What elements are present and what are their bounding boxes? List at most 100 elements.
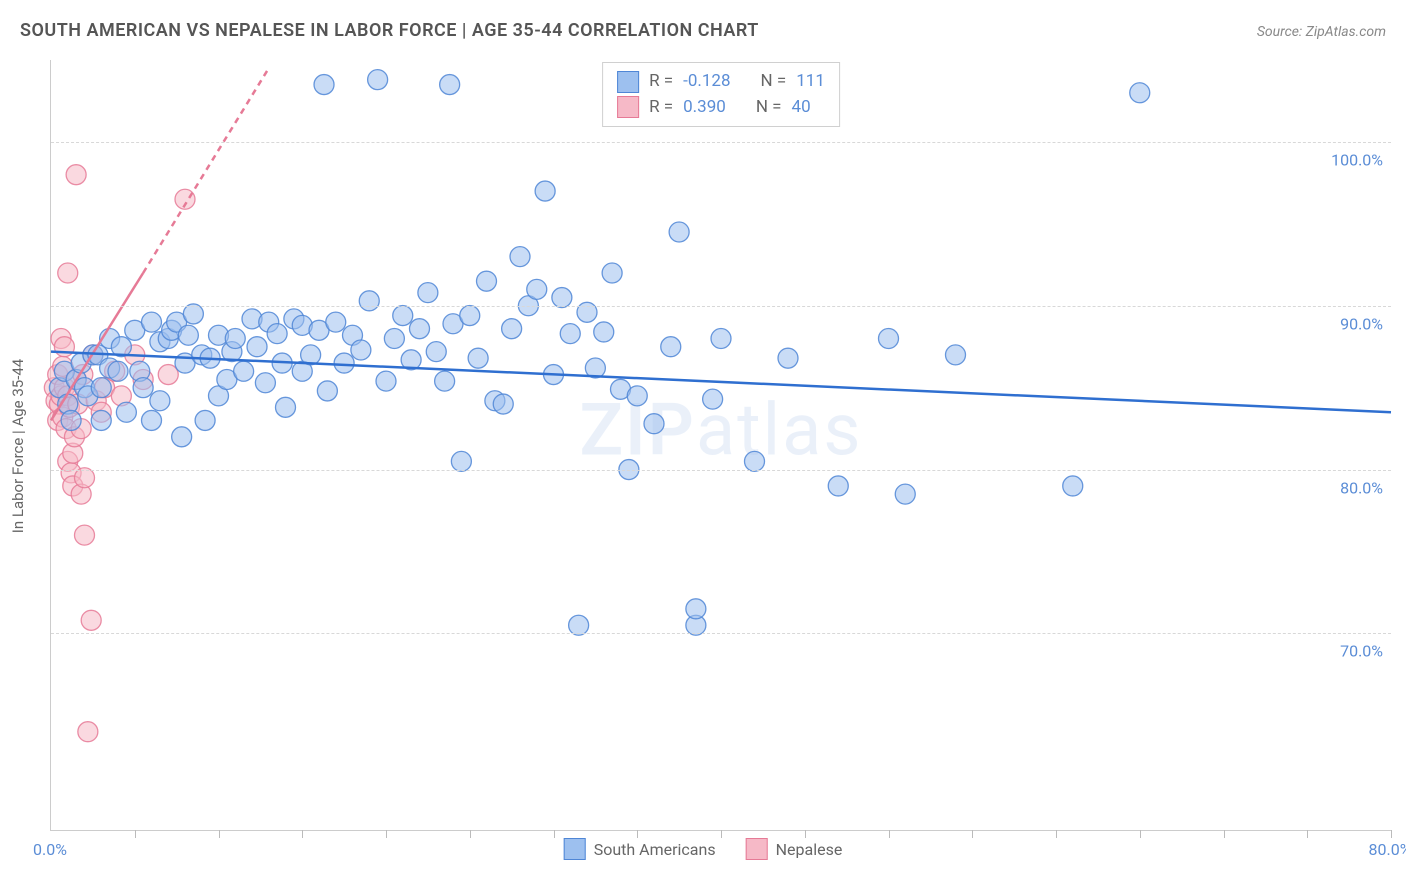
xtick	[805, 830, 806, 838]
data-point	[81, 610, 101, 630]
legend-item-south: South Americans	[564, 838, 716, 860]
data-point	[91, 410, 111, 430]
xtick	[721, 830, 722, 838]
xtick	[470, 830, 471, 838]
data-point	[326, 312, 346, 332]
ytick-label: 90.0%	[1340, 314, 1383, 333]
plot-area: ZIPatlas R = -0.128 N = 111 R = 0.390 N …	[50, 60, 1391, 831]
source-label: Source: ZipAtlas.com	[1257, 24, 1386, 40]
data-point	[440, 75, 460, 95]
swatch-south-icon	[564, 838, 586, 860]
data-point	[560, 324, 580, 344]
data-point	[703, 389, 723, 409]
data-point	[527, 279, 547, 299]
xtick	[1140, 830, 1141, 838]
data-point	[468, 348, 488, 368]
data-point	[1130, 83, 1150, 103]
ytick-label: 80.0%	[1340, 478, 1383, 497]
data-point	[267, 324, 287, 344]
data-point	[1063, 476, 1083, 496]
data-point	[627, 386, 647, 406]
xtick	[889, 830, 890, 838]
gridline	[51, 306, 1391, 307]
xtick	[1224, 830, 1225, 838]
data-point	[552, 288, 572, 308]
data-point	[317, 381, 337, 401]
data-point	[142, 312, 162, 332]
xtick	[972, 830, 973, 838]
data-point	[247, 337, 267, 357]
ytick-label: 100.0%	[1331, 150, 1383, 169]
swatch-nepalese-icon	[617, 96, 639, 118]
data-point	[142, 410, 162, 430]
data-point	[178, 325, 198, 345]
data-point	[334, 353, 354, 373]
gridline	[51, 470, 1391, 471]
data-point	[75, 525, 95, 545]
data-point	[895, 484, 915, 504]
data-point	[255, 373, 275, 393]
data-point	[711, 329, 731, 349]
data-point	[91, 378, 111, 398]
chart-title: SOUTH AMERICAN VS NEPALESE IN LABOR FORC…	[20, 20, 759, 41]
legend-correlation: R = -0.128 N = 111 R = 0.390 N = 40	[602, 62, 840, 127]
data-point	[426, 342, 446, 362]
xtick	[302, 830, 303, 838]
xtick	[1307, 830, 1308, 838]
xtick	[135, 830, 136, 838]
data-point	[644, 414, 664, 434]
legend-series: South Americans Nepalese	[564, 838, 843, 860]
data-point	[78, 722, 98, 742]
data-point	[745, 451, 765, 471]
xtick-label: 0.0%	[33, 840, 67, 859]
data-point	[828, 476, 848, 496]
xtick	[386, 830, 387, 838]
data-point	[158, 365, 178, 385]
swatch-south-icon	[617, 71, 639, 93]
data-point	[493, 394, 513, 414]
legend-row-south: R = -0.128 N = 111	[617, 69, 825, 95]
data-point	[195, 410, 215, 430]
data-point	[569, 615, 589, 635]
data-point	[661, 337, 681, 357]
data-point	[116, 402, 136, 422]
gridline	[51, 142, 1391, 143]
data-point	[234, 361, 254, 381]
data-point	[879, 329, 899, 349]
xtick	[1391, 830, 1392, 838]
data-point	[435, 371, 455, 391]
xtick	[1056, 830, 1057, 838]
data-point	[133, 378, 153, 398]
data-point	[225, 329, 245, 349]
data-point	[75, 468, 95, 488]
data-point	[314, 75, 334, 95]
xtick	[219, 830, 220, 838]
y-axis-label: In Labor Force | Age 35-44	[9, 359, 27, 533]
data-point	[502, 319, 522, 339]
data-point	[410, 319, 430, 339]
data-point	[384, 329, 404, 349]
data-point	[418, 283, 438, 303]
swatch-nepalese-icon	[746, 838, 768, 860]
xtick	[554, 830, 555, 838]
data-point	[276, 397, 296, 417]
xtick	[637, 830, 638, 838]
gridline	[51, 633, 1391, 634]
data-point	[108, 361, 128, 381]
chart-container: SOUTH AMERICAN VS NEPALESE IN LABOR FORC…	[0, 0, 1406, 892]
data-point	[376, 371, 396, 391]
data-point	[368, 70, 388, 90]
data-point	[183, 304, 203, 324]
data-point	[393, 306, 413, 326]
data-point	[946, 345, 966, 365]
data-point	[535, 181, 555, 201]
legend-row-nepalese: R = 0.390 N = 40	[617, 95, 825, 121]
xtick-label: 80.0%	[1369, 840, 1406, 859]
data-point	[602, 263, 622, 283]
data-point	[778, 348, 798, 368]
trend-line	[143, 68, 269, 273]
data-point	[686, 599, 706, 619]
data-point	[58, 263, 78, 283]
data-point	[477, 271, 497, 291]
data-point	[61, 410, 81, 430]
